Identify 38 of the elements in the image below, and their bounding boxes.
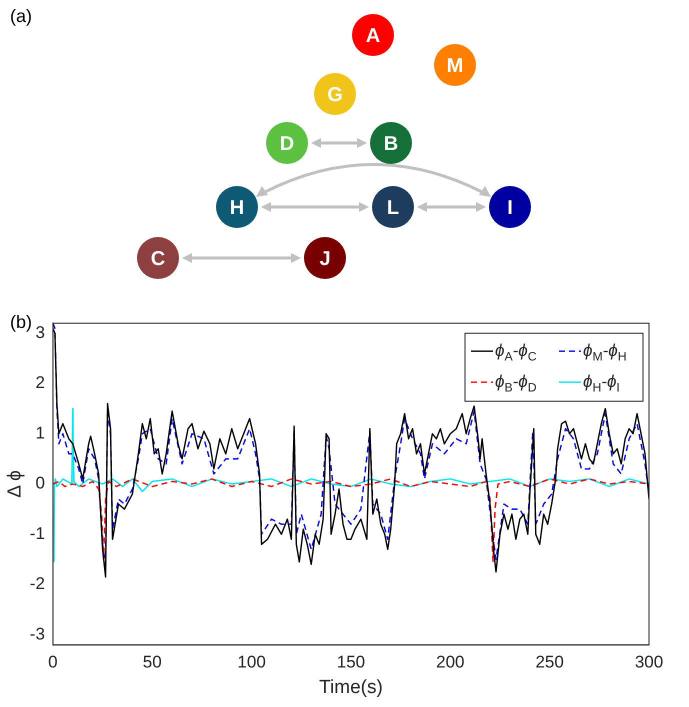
x-tick-label: 0	[48, 652, 58, 672]
text: (b)	[10, 312, 32, 333]
y-tick-label: -1	[30, 524, 45, 543]
node: I	[489, 186, 531, 228]
text: (a)	[10, 6, 32, 27]
category-label: D	[280, 133, 294, 155]
category-label: H	[230, 197, 244, 219]
y-tick-label: 3	[35, 322, 45, 342]
category-label: L	[386, 197, 400, 219]
node: M	[434, 44, 476, 86]
node: J	[304, 237, 346, 279]
x-tick-label: 250	[535, 652, 564, 672]
x-tick-label: 150	[336, 652, 366, 672]
x-tick-label: 300	[634, 652, 664, 672]
y-axis-title: Δ ϕ	[4, 470, 26, 498]
category-label: G	[327, 84, 343, 106]
x-axis-title: Time(s)	[319, 676, 383, 698]
x-tick-label: 50	[142, 652, 162, 672]
node: C	[137, 237, 179, 279]
category-label: C	[150, 248, 166, 270]
category-label: M	[446, 55, 464, 77]
node: D	[266, 122, 308, 164]
category-label: J	[319, 248, 331, 270]
node: L	[372, 186, 414, 228]
category-label: A	[366, 25, 380, 47]
x-tick-label: 100	[237, 652, 266, 672]
node: G	[314, 73, 356, 115]
y-tick-label: 0	[35, 474, 45, 493]
y-tick-label: -2	[30, 574, 45, 594]
y-tick-label: -3	[30, 624, 45, 644]
category-label: I	[507, 197, 513, 219]
y-tick-label: 1	[35, 423, 45, 442]
category-label: B	[384, 133, 398, 155]
node: H	[216, 186, 258, 228]
node: B	[370, 122, 412, 164]
x-tick-label: 200	[436, 652, 464, 672]
node: A	[352, 14, 394, 56]
y-tick-label: 2	[35, 373, 45, 392]
